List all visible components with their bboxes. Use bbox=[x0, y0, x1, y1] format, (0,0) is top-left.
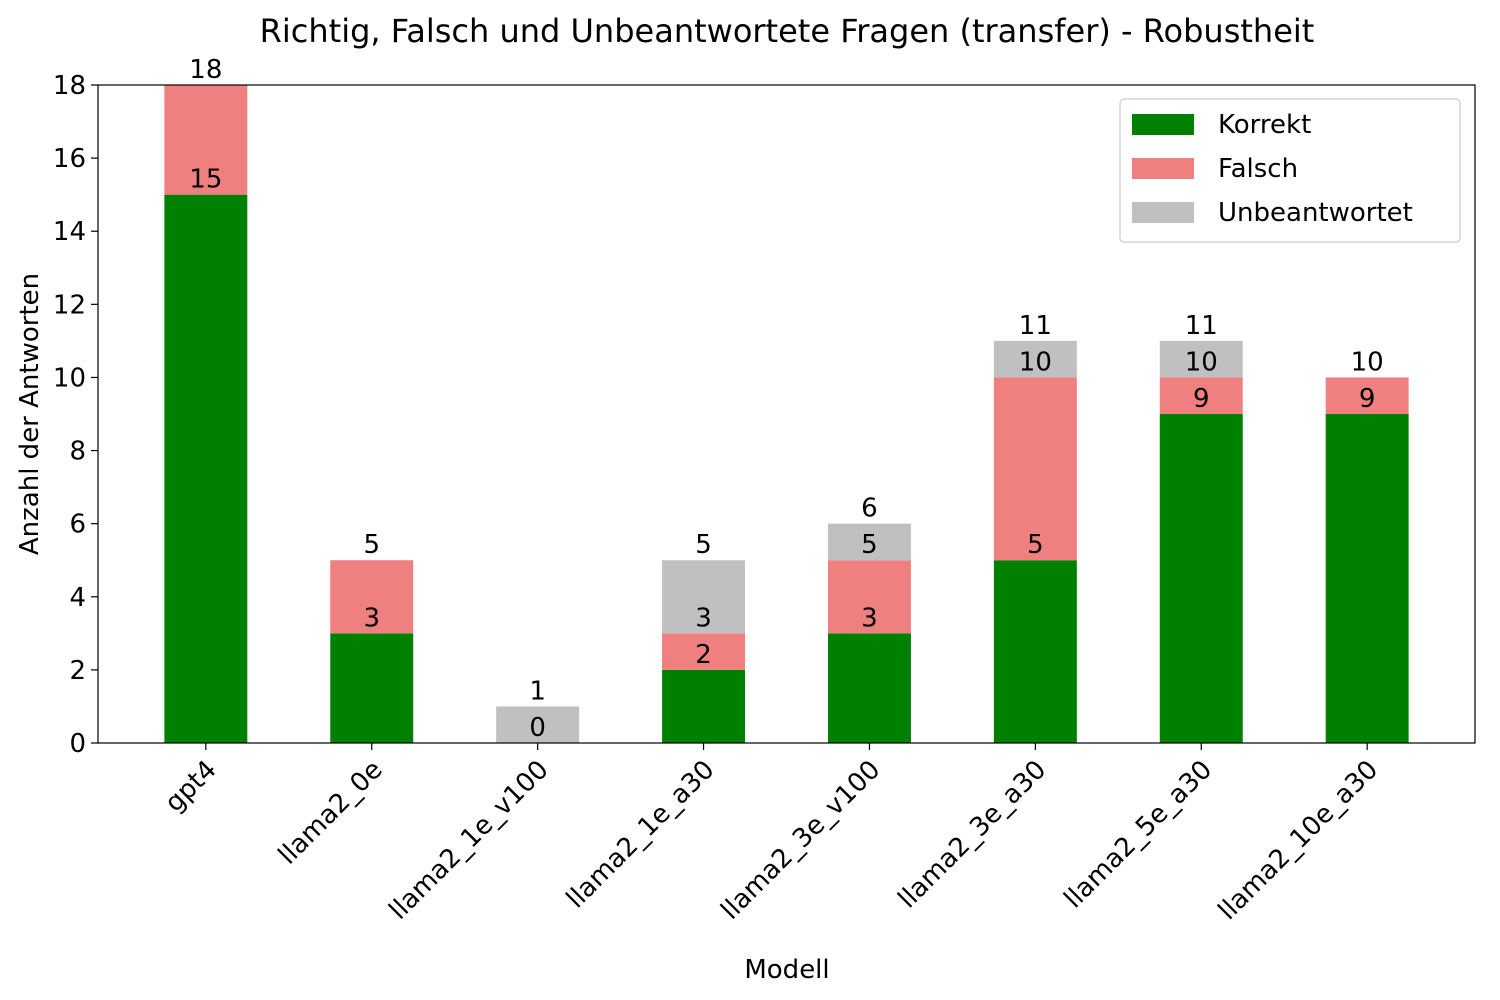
bar-falsch-llama2_1e_a30 bbox=[662, 633, 746, 670]
data-label: 2 bbox=[695, 640, 712, 670]
y-tick-label: 0 bbox=[69, 729, 86, 759]
data-label: 15 bbox=[189, 165, 222, 195]
x-tick-label: llama2_0e bbox=[273, 755, 389, 871]
data-label: 3 bbox=[861, 603, 878, 633]
total-label: 18 bbox=[189, 55, 222, 85]
x-axis-label: Modell bbox=[744, 955, 829, 985]
legend-label-unbeantwortet: Unbeantwortet bbox=[1218, 198, 1413, 228]
bars-layer: 15 18 3 5 0 1 2 3 5 3 5 6 5 10 11 9 10 11 9 10 bbox=[164, 55, 1409, 743]
bar-unbeantwortet-llama2_1e_v100 bbox=[496, 706, 580, 743]
y-tick-label: 10 bbox=[53, 363, 86, 393]
legend-label-falsch: Falsch bbox=[1218, 154, 1298, 184]
total-label: 6 bbox=[861, 494, 878, 524]
total-label: 5 bbox=[695, 530, 712, 560]
bar-falsch-llama2_3e_v100 bbox=[827, 560, 911, 634]
y-tick-label: 2 bbox=[69, 656, 86, 686]
x-tick-label: llama2_5e_a30 bbox=[1059, 755, 1219, 915]
legend-swatch-unbeantwortet bbox=[1132, 202, 1194, 223]
data-label: 3 bbox=[695, 603, 712, 633]
total-label: 5 bbox=[363, 530, 380, 560]
bar-korrekt-llama2_3e_a30 bbox=[993, 560, 1077, 743]
y-tick-label: 12 bbox=[53, 290, 86, 320]
y-tick-label: 16 bbox=[53, 144, 86, 174]
bar-falsch-llama2_5e_a30 bbox=[1159, 377, 1243, 414]
bar-unbeantwortet-llama2_3e_a30 bbox=[993, 340, 1077, 378]
chart-title: Richtig, Falsch und Unbeantwortete Frage… bbox=[260, 12, 1315, 50]
total-label: 11 bbox=[1185, 311, 1218, 341]
legend-swatch-korrekt bbox=[1132, 114, 1194, 135]
data-label: 9 bbox=[1193, 384, 1210, 414]
x-tick-label: llama2_3e_v100 bbox=[715, 755, 886, 926]
bar-korrekt-llama2_10e_a30 bbox=[1325, 414, 1409, 743]
legend-swatch-falsch bbox=[1132, 158, 1194, 179]
bar-unbeantwortet-llama2_5e_a30 bbox=[1159, 340, 1243, 378]
bar-korrekt-gpt4 bbox=[164, 194, 248, 743]
total-label: 10 bbox=[1351, 347, 1384, 377]
data-label: 10 bbox=[1019, 347, 1052, 377]
x-tick-label: llama2_1e_a30 bbox=[561, 755, 721, 915]
bar-korrekt-llama2_0e bbox=[330, 633, 414, 743]
x-tick-label: llama2_3e_a30 bbox=[893, 755, 1053, 915]
data-label: 5 bbox=[1027, 530, 1044, 560]
total-label: 11 bbox=[1019, 311, 1052, 341]
plot-frame bbox=[97, 84, 1476, 744]
y-tick-label: 14 bbox=[53, 217, 86, 247]
data-label: 5 bbox=[861, 530, 878, 560]
data-label: 0 bbox=[529, 713, 546, 743]
legend: Korrekt Falsch Unbeantwortet bbox=[1119, 98, 1461, 243]
bar-falsch-llama2_10e_a30 bbox=[1325, 377, 1409, 414]
bar-korrekt-llama2_1e_a30 bbox=[662, 669, 746, 743]
bar-unbeantwortet-llama2_3e_v100 bbox=[827, 523, 911, 561]
y-axis-label: Anzahl der Antworten bbox=[15, 273, 45, 555]
total-label: 1 bbox=[529, 676, 546, 706]
y-tick-label: 6 bbox=[69, 510, 86, 540]
data-label: 9 bbox=[1359, 384, 1376, 414]
bar-falsch-llama2_3e_a30 bbox=[993, 377, 1077, 561]
bar-unbeantwortet-llama2_1e_a30 bbox=[662, 560, 746, 634]
bar-korrekt-llama2_5e_a30 bbox=[1159, 414, 1243, 743]
data-label: 3 bbox=[363, 603, 380, 633]
x-tick-label: llama2_10e_a30 bbox=[1213, 755, 1384, 926]
bar-korrekt-llama2_3e_v100 bbox=[827, 633, 911, 743]
bar-falsch-gpt4 bbox=[164, 85, 248, 195]
legend-frame bbox=[1119, 98, 1461, 243]
x-tick-label: llama2_1e_v100 bbox=[384, 755, 555, 926]
y-tick-label: 4 bbox=[69, 583, 86, 613]
legend-label-korrekt: Korrekt bbox=[1218, 110, 1311, 140]
y-tick-label: 18 bbox=[53, 71, 86, 101]
x-tick-label: gpt4 bbox=[159, 755, 222, 818]
y-tick-label: 8 bbox=[69, 437, 86, 467]
data-label: 10 bbox=[1185, 347, 1218, 377]
bar-falsch-llama2_0e bbox=[330, 560, 414, 634]
